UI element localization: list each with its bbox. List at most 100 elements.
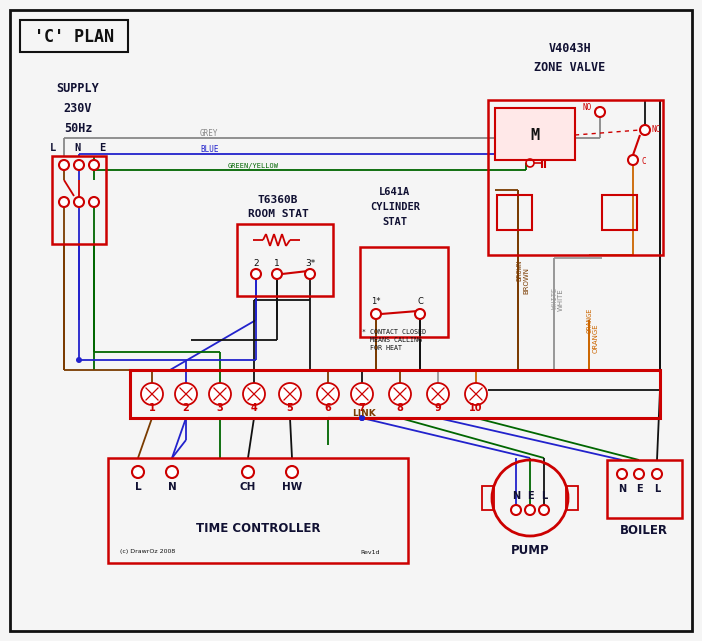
- Circle shape: [89, 197, 99, 207]
- Circle shape: [371, 309, 381, 319]
- Text: WHITE: WHITE: [552, 287, 558, 308]
- Text: ORANGE: ORANGE: [587, 307, 593, 333]
- Text: PUMP: PUMP: [510, 544, 549, 556]
- Text: 3*: 3*: [305, 260, 315, 269]
- Text: BROWN: BROWN: [523, 267, 529, 294]
- Circle shape: [525, 505, 535, 515]
- Text: N: N: [168, 482, 176, 492]
- Circle shape: [652, 469, 662, 479]
- Bar: [566, 486, 578, 510]
- Circle shape: [76, 357, 82, 363]
- Circle shape: [286, 466, 298, 478]
- Circle shape: [359, 415, 365, 421]
- Text: NC: NC: [652, 124, 661, 133]
- Text: L   N   E: L N E: [50, 143, 106, 153]
- Circle shape: [628, 155, 638, 165]
- Text: GREEN/YELLOW: GREEN/YELLOW: [228, 163, 279, 169]
- Circle shape: [427, 383, 449, 405]
- Text: 5: 5: [286, 403, 293, 413]
- Circle shape: [317, 383, 339, 405]
- Bar: [607, 460, 682, 518]
- Text: L: L: [654, 484, 660, 494]
- Circle shape: [511, 505, 521, 515]
- Circle shape: [389, 383, 411, 405]
- Text: GREY: GREY: [200, 129, 218, 138]
- Text: L641A
CYLINDER
STAT: L641A CYLINDER STAT: [370, 187, 420, 227]
- Circle shape: [359, 415, 365, 421]
- Circle shape: [141, 383, 163, 405]
- Text: N: N: [512, 491, 520, 501]
- Text: 2: 2: [183, 403, 190, 413]
- Text: 9: 9: [435, 403, 442, 413]
- Circle shape: [74, 197, 84, 207]
- Bar: [130, 370, 660, 418]
- Bar: [20, 20, 128, 52]
- Text: M: M: [531, 128, 540, 142]
- Circle shape: [166, 466, 178, 478]
- Circle shape: [242, 466, 254, 478]
- Bar: [52, 156, 106, 244]
- Circle shape: [351, 383, 373, 405]
- Circle shape: [272, 269, 282, 279]
- Text: LINK: LINK: [352, 410, 376, 419]
- Text: 2: 2: [253, 260, 259, 269]
- Text: E: E: [636, 484, 642, 494]
- Text: N: N: [618, 484, 626, 494]
- Text: 6: 6: [324, 403, 331, 413]
- Circle shape: [640, 125, 650, 135]
- Bar: [360, 247, 448, 337]
- Circle shape: [209, 383, 231, 405]
- Circle shape: [251, 269, 261, 279]
- Text: BROWN: BROWN: [516, 260, 522, 281]
- Text: 4: 4: [251, 403, 258, 413]
- Circle shape: [634, 469, 644, 479]
- Text: 3: 3: [217, 403, 223, 413]
- Text: Rev1d: Rev1d: [360, 549, 380, 554]
- Text: SUPPLY
230V
50Hz: SUPPLY 230V 50Hz: [57, 81, 100, 135]
- Text: L: L: [135, 482, 141, 492]
- Bar: [602, 195, 637, 230]
- Text: WHITE: WHITE: [558, 288, 564, 312]
- Bar: [482, 486, 494, 510]
- Text: 8: 8: [397, 403, 404, 413]
- Text: 1*: 1*: [371, 297, 380, 306]
- Text: 1: 1: [274, 260, 280, 269]
- Circle shape: [59, 197, 69, 207]
- Circle shape: [132, 466, 144, 478]
- Circle shape: [305, 269, 315, 279]
- Text: 'C' PLAN: 'C' PLAN: [34, 28, 114, 46]
- Bar: [108, 458, 408, 563]
- Bar: [495, 108, 575, 160]
- Text: 7: 7: [359, 403, 365, 413]
- Text: (c) DrawrOz 2008: (c) DrawrOz 2008: [120, 549, 176, 554]
- Text: L: L: [541, 491, 547, 501]
- Text: BOILER: BOILER: [620, 524, 668, 537]
- Circle shape: [595, 107, 605, 117]
- Text: HW: HW: [282, 482, 302, 492]
- Circle shape: [175, 383, 197, 405]
- Circle shape: [279, 383, 301, 405]
- Circle shape: [465, 383, 487, 405]
- Circle shape: [74, 160, 84, 170]
- Text: TIME CONTROLLER: TIME CONTROLLER: [196, 522, 320, 535]
- Circle shape: [415, 309, 425, 319]
- Bar: [488, 100, 663, 255]
- Text: BLUE: BLUE: [200, 146, 218, 154]
- Circle shape: [243, 383, 265, 405]
- Text: V4043H
ZONE VALVE: V4043H ZONE VALVE: [534, 42, 606, 74]
- Text: C: C: [641, 156, 646, 165]
- Text: 1: 1: [149, 403, 155, 413]
- Text: E: E: [526, 491, 534, 501]
- Text: C: C: [417, 297, 423, 306]
- Circle shape: [617, 469, 627, 479]
- Text: * CONTACT CLOSED
  MEANS CALLING
  FOR HEAT: * CONTACT CLOSED MEANS CALLING FOR HEAT: [362, 328, 426, 351]
- Text: 10: 10: [469, 403, 483, 413]
- Text: ORANGE: ORANGE: [593, 323, 599, 353]
- Text: T6360B
ROOM STAT: T6360B ROOM STAT: [248, 195, 308, 219]
- Circle shape: [89, 160, 99, 170]
- Circle shape: [539, 505, 549, 515]
- Text: NO: NO: [583, 103, 592, 113]
- Text: CH: CH: [240, 482, 256, 492]
- Bar: [237, 224, 333, 296]
- Bar: [497, 195, 532, 230]
